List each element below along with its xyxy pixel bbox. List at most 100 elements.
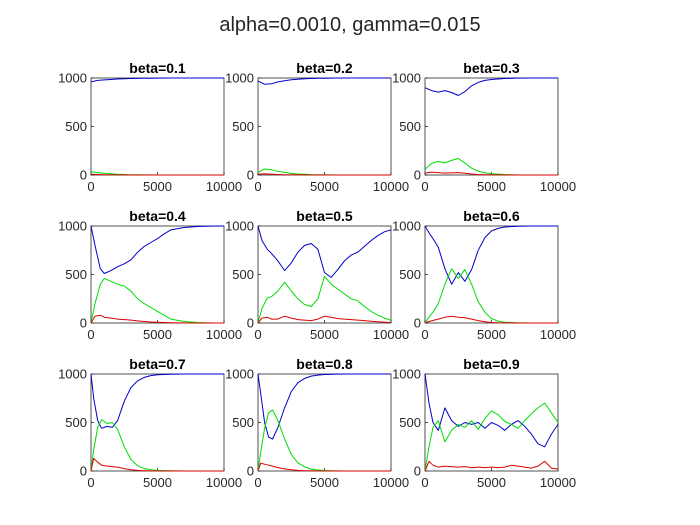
x-tick-label: 10000 [206,475,242,490]
subplot-title: beta=0.9 [463,356,520,372]
subplot-title: beta=0.7 [129,356,186,372]
y-tick-label: 0 [414,168,421,183]
y-tick-label: 500 [232,415,254,430]
x-tick-label: 5000 [310,327,339,342]
subplot-5: beta=0.5 0 5000 10000 0 500 1000 [225,208,409,342]
y-tick-label: 1000 [392,219,421,234]
series-line-1 [90,373,224,429]
subplot-1: beta=0.1 0 5000 10000 0 500 1000 [58,60,242,194]
x-tick-label: 0 [421,475,428,490]
series-line-3 [424,460,559,472]
series-line-3 [257,462,391,472]
plot-area [257,77,392,176]
series-line-3 [257,173,391,176]
series-line-3 [90,457,224,472]
x-tick-label: 0 [421,179,428,194]
plot-area [90,77,225,176]
x-tick-label: 10000 [373,179,409,194]
subplot-title: beta=0.5 [296,208,353,224]
series-line-1 [424,225,558,285]
y-tick-label: 1000 [58,367,87,382]
subplot-8: beta=0.8 0 5000 10000 0 500 1000 [225,356,409,490]
y-tick-label: 500 [399,267,421,282]
x-tick-label: 10000 [540,475,576,490]
x-tick-label: 5000 [143,179,172,194]
y-tick-label: 0 [414,464,421,479]
x-tick-label: 0 [254,179,261,194]
x-tick-label: 5000 [477,475,506,490]
y-tick-label: 500 [65,267,87,282]
x-tick-label: 0 [87,327,94,342]
subplot-title: beta=0.4 [129,208,186,224]
series-line-3 [90,173,224,176]
series-line-2 [90,277,225,324]
series-line-1 [257,225,392,278]
y-tick-label: 0 [247,464,254,479]
y-tick-label: 500 [65,415,87,430]
subplot-2: beta=0.2 0 5000 10000 0 500 1000 [225,60,409,194]
x-tick-label: 0 [87,475,94,490]
x-tick-label: 5000 [310,179,339,194]
series-line-3 [424,171,558,176]
subplot-6: beta=0.6 0 5000 10000 0 500 1000 [392,208,576,342]
y-tick-label: 0 [247,168,254,183]
y-tick-label: 500 [65,119,87,134]
x-tick-label: 10000 [206,327,242,342]
y-tick-label: 0 [80,464,87,479]
series-line-1 [90,225,225,274]
y-tick-label: 1000 [58,71,87,86]
plot-area [257,373,392,472]
figure-title: alpha=0.0010, gamma=0.015 [219,14,480,36]
y-tick-label: 0 [80,316,87,331]
y-tick-label: 1000 [225,367,254,382]
x-tick-label: 0 [254,475,261,490]
x-tick-label: 5000 [310,475,339,490]
subplot-title: beta=0.8 [296,356,353,372]
x-tick-label: 10000 [540,179,576,194]
series-line-1 [424,373,559,448]
series-line-1 [257,77,391,85]
subplot-3: beta=0.3 0 5000 10000 0 500 1000 [392,60,576,194]
x-tick-label: 5000 [477,179,506,194]
subplot-4: beta=0.4 0 5000 10000 0 500 1000 [58,208,242,342]
series-line-3 [257,315,392,324]
series-line-2 [424,402,559,472]
series-line-1 [90,77,224,83]
y-tick-label: 1000 [392,71,421,86]
y-tick-label: 500 [232,267,254,282]
y-tick-label: 0 [247,316,254,331]
plot-area [424,225,559,324]
y-tick-label: 1000 [392,367,421,382]
subplot-9: beta=0.9 0 5000 10000 0 500 1000 [392,356,576,490]
plot-area [424,77,559,176]
subplot-7: beta=0.7 0 5000 10000 0 500 1000 [58,356,242,490]
plot-area [90,373,225,472]
x-tick-label: 5000 [143,327,172,342]
x-tick-label: 5000 [143,475,172,490]
subplot-title: beta=0.3 [463,60,520,76]
y-tick-label: 500 [232,119,254,134]
y-tick-label: 500 [399,119,421,134]
y-tick-label: 1000 [225,219,254,234]
series-line-3 [90,314,224,324]
subplot-title: beta=0.2 [296,60,353,76]
x-tick-label: 10000 [373,327,409,342]
subplot-title: beta=0.1 [129,60,186,76]
y-tick-label: 1000 [58,219,87,234]
x-tick-label: 0 [254,327,261,342]
x-tick-label: 0 [421,327,428,342]
y-tick-label: 1000 [225,71,254,86]
x-tick-label: 10000 [206,179,242,194]
series-line-1 [257,373,391,440]
y-tick-label: 0 [414,316,421,331]
plot-area [90,225,225,324]
series-line-3 [424,315,558,324]
subplot-title: beta=0.6 [463,208,520,224]
x-tick-label: 5000 [477,327,506,342]
y-tick-label: 500 [399,415,421,430]
series-line-2 [257,275,392,324]
x-tick-label: 10000 [540,327,576,342]
x-tick-label: 10000 [373,475,409,490]
